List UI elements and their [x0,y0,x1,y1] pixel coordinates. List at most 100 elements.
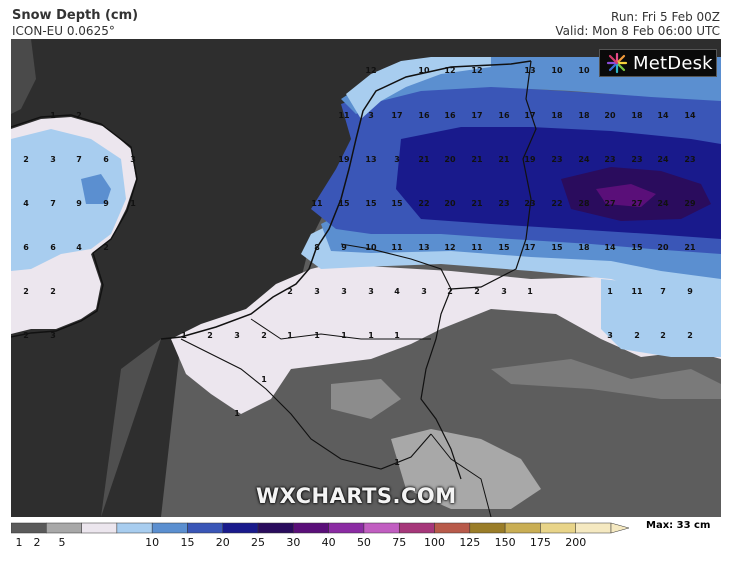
chart-title: Snow Depth (cm) [12,8,139,23]
snow-value: 2 [76,111,82,120]
snow-value: 16 [498,111,510,120]
snow-value: 29 [684,199,696,208]
snow-value: 21 [498,155,510,164]
germany-border-west [420,60,537,480]
snow-value: 14 [604,243,616,252]
legend-tick-label: 10 [145,536,160,549]
snow-value: 13 [418,243,429,252]
snow-value: 2 [687,331,693,340]
snow-value: 23 [684,155,695,164]
snow-value: 16 [444,111,456,120]
continental-coastline [160,60,532,340]
snow-value: 23 [604,155,615,164]
watermark: WXCHARTS.COM [256,484,457,508]
snow-value: 17 [524,243,535,252]
color-legend [11,522,630,534]
snow-value: 9 [687,287,693,296]
legend-swatch [575,522,612,534]
snow-value: 20 [444,199,456,208]
legend-tick-label: 200 [565,536,587,549]
snow-value: 6 [103,155,109,164]
legend-swatch [151,522,188,534]
snow-value: 20 [657,243,669,252]
valid-time: Valid: Mon 8 Feb 06:00 UTC [555,24,720,38]
legend-swatch [540,522,576,534]
snow-depth-map[interactable]: 12 10 12 12 13 10 10 1 2 11 3 17 16 16 17 16 17 18 18 20 18 1… [11,39,721,517]
snow-value: 8 [314,243,320,252]
legend-swatch [293,522,329,534]
legend-swatch [11,522,47,534]
metdesk-logo[interactable]: MetDesk [599,49,717,77]
snow-value: 11 [391,243,403,252]
snow-value: 1 [394,458,400,467]
legend-tick-label: 50 [356,536,371,549]
snow-value: 28 [578,199,590,208]
snow-value: 2 [447,287,453,296]
legend-tick-label: 1 [15,536,23,549]
legend-tick-label: 20 [215,536,230,549]
snow-value: 2 [23,331,29,340]
snow-value: 2 [23,155,29,164]
snow-value: 7 [50,199,56,208]
legend-swatch [363,522,400,534]
snow-value: 3 [501,287,507,296]
snow-value: 3 [368,111,374,120]
snow-value: 9 [341,243,347,252]
snow-value: 2 [287,287,293,296]
netherlands-border [340,243,452,290]
snow-value: 12 [365,66,376,75]
snow-value: 24 [657,199,669,208]
snow-value: 23 [551,155,562,164]
belgium-france-border [180,338,432,470]
snow-value: 18 [578,243,590,252]
legend-max: Max: 33 cm [646,520,711,531]
snow-value: 6 [50,243,56,252]
snow-value: 2 [207,331,213,340]
legend-tick-label: 25 [251,536,266,549]
snow-value: 15 [365,199,377,208]
snow-value: 23 [524,199,535,208]
snow-value: 11 [631,287,643,296]
legend-tick-label: 30 [286,536,301,549]
snow-value: 2 [23,287,29,296]
legend-swatch [398,522,435,534]
legend-swatch [81,522,118,534]
legend-tick-label: 75 [392,536,407,549]
snow-value: 12 [471,66,482,75]
snow-value: 17 [391,111,402,120]
snow-value: 2 [261,331,267,340]
legend-max-arrow [610,522,630,534]
belgium-border [250,318,431,340]
snow-value: 22 [551,199,562,208]
snow-30-40cm [596,184,656,207]
snow-value: 3 [607,331,613,340]
snow-value: 1 [287,331,293,340]
snow-value: 27 [604,199,615,208]
snow-value: 2 [103,243,109,252]
legend-tick-label: 125 [459,536,481,549]
snow-value: 15 [631,243,643,252]
run-time: Run: Fri 5 Feb 00Z [611,10,720,24]
snow-value: 1 [130,199,136,208]
snow-value: 2 [474,287,480,296]
legend-swatch [187,522,224,534]
snow-value: 14 [684,111,696,120]
snow-value: 22 [418,199,429,208]
snow-value: 19 [524,155,536,164]
snow-value: 3 [394,155,400,164]
snow-value: 4 [23,199,29,208]
legend-tick-label: 150 [494,536,516,549]
legend-swatch [222,522,259,534]
snow-value: 3 [130,155,136,164]
snow-value: 12 [444,243,455,252]
snow-value: 10 [365,243,377,252]
snow-value: 13 [524,66,535,75]
snow-value: 11 [311,199,323,208]
snow-value: 9 [76,199,82,208]
snow-value: 12 [444,66,455,75]
snow-value: 24 [578,155,590,164]
snow-value: 3 [234,331,240,340]
snow-value: 4 [76,243,82,252]
snow-value: 15 [551,243,563,252]
snow-value: 21 [418,155,430,164]
